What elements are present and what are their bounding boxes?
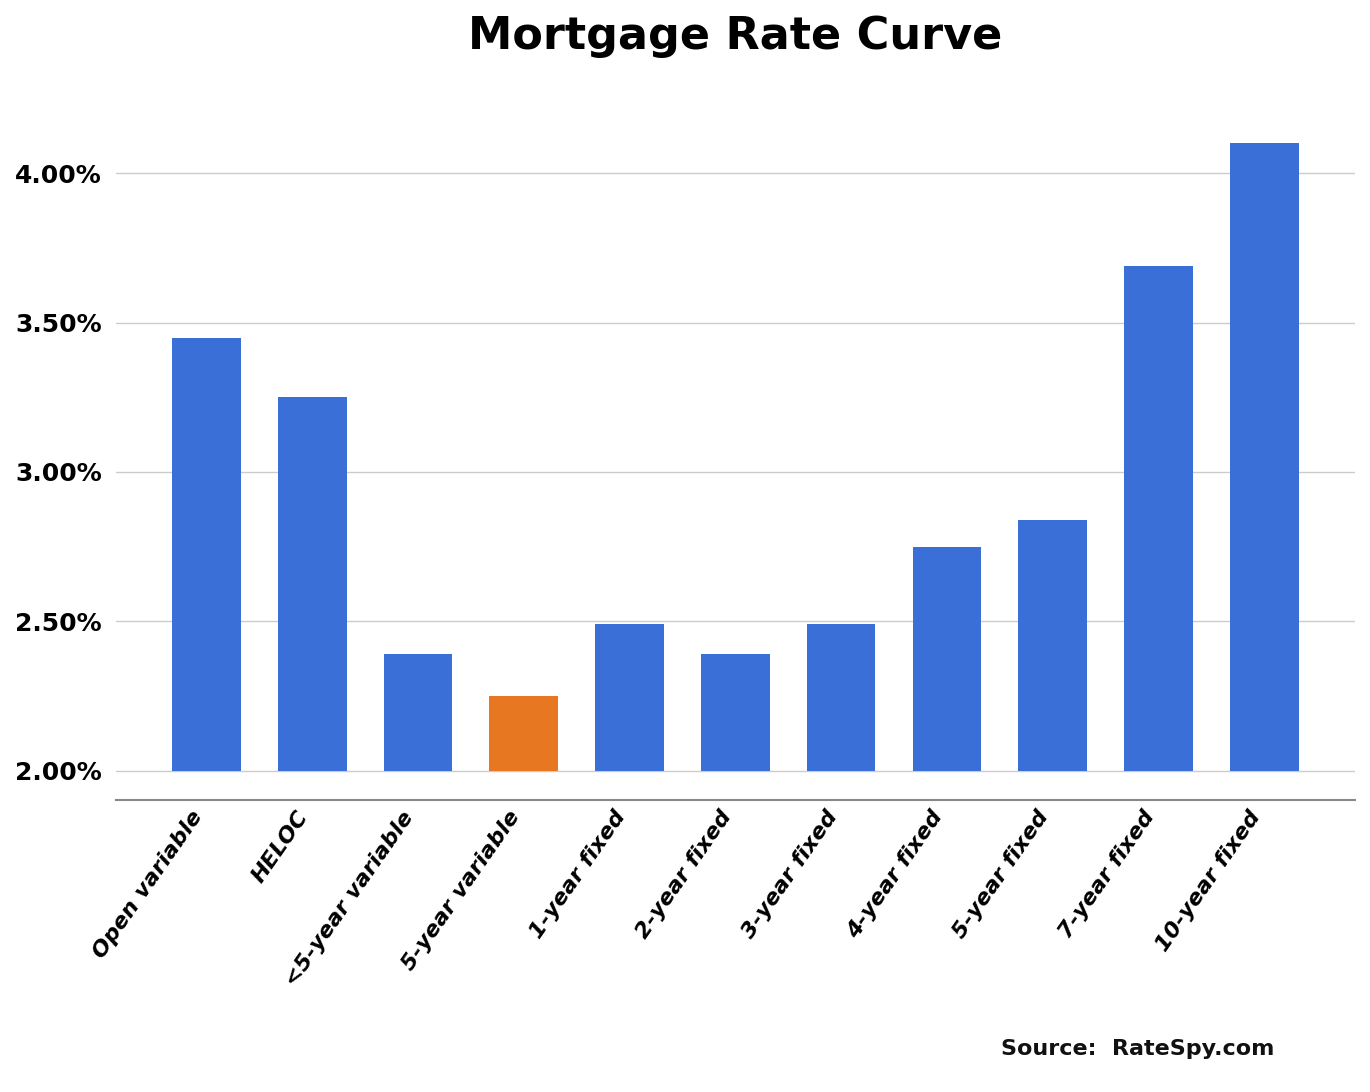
- Bar: [1230, 143, 1299, 771]
- Bar: [278, 397, 347, 771]
- Bar: [912, 547, 981, 771]
- Bar: [595, 625, 664, 771]
- Text: Source:  RateSpy.com: Source: RateSpy.com: [1000, 1040, 1274, 1059]
- Bar: [1125, 265, 1193, 771]
- Bar: [701, 654, 770, 771]
- Title: Mortgage Rate Curve: Mortgage Rate Curve: [469, 15, 1003, 58]
- Bar: [807, 625, 875, 771]
- Bar: [384, 654, 452, 771]
- Bar: [489, 696, 558, 771]
- Bar: [1018, 520, 1086, 771]
- Bar: [173, 337, 241, 771]
